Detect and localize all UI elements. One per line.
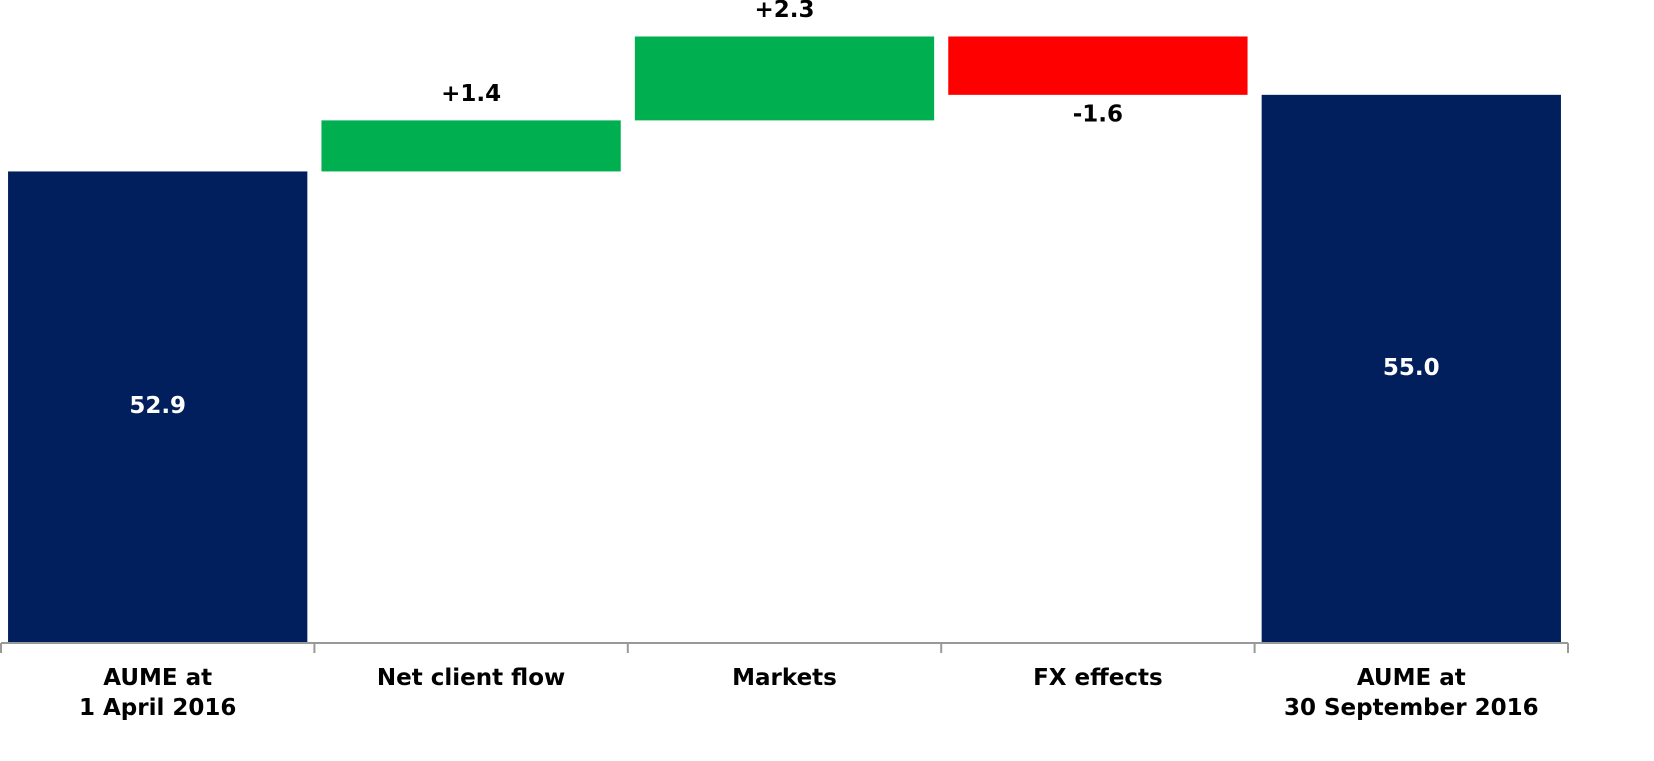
x-tick-label: AUME at 30 September 2016	[1284, 665, 1539, 721]
x-tick-label: Markets	[732, 665, 837, 691]
data-label: 52.9	[129, 393, 186, 419]
bar	[634, 36, 935, 121]
bar	[8, 171, 308, 642]
data-label: +2.3	[754, 0, 814, 23]
x-tick-label: AUME at 1 April 2016	[79, 665, 236, 721]
bar	[948, 36, 1248, 95]
data-label: -1.6	[1073, 101, 1123, 127]
bar	[321, 120, 621, 172]
data-label: 55.0	[1383, 355, 1440, 381]
x-tick-label: Net client flow	[377, 665, 565, 691]
bar	[1261, 94, 1561, 642]
data-label: +1.4	[441, 81, 501, 107]
x-tick-label: FX effects	[1033, 665, 1163, 691]
